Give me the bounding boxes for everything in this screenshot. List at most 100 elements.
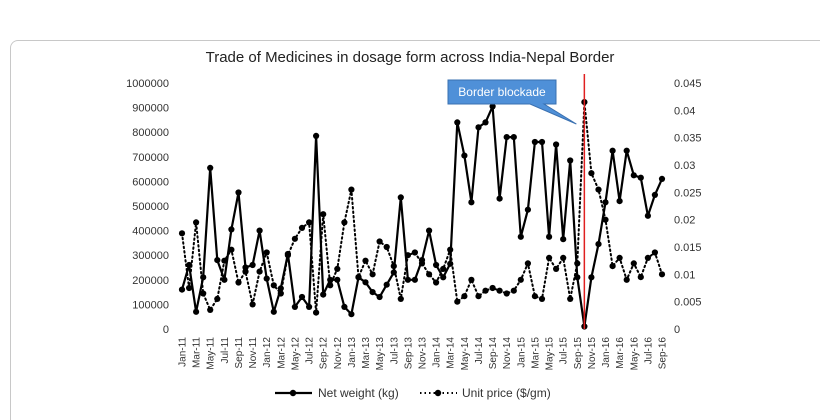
left-tick-label: 500000 [132, 201, 169, 213]
right-y-axis: 0 0.005 0.01 0.015 0.02 0.025 0.03 0.035 0.04 0.0… [674, 78, 702, 336]
x-tick-label: Nov-15 [587, 337, 598, 370]
legend-marker-unit-price [434, 389, 442, 397]
right-tick-label: 0.035 [674, 133, 702, 145]
unit-price-point [531, 293, 539, 300]
net-weight-point [348, 311, 355, 318]
net-weight-point [320, 291, 327, 298]
legend: Net weight (kg) Unit price ($/gm) [275, 386, 551, 400]
net-weight-point [588, 274, 595, 281]
net-weight-point [390, 269, 397, 276]
x-tick-label: Jan-14 [432, 337, 443, 368]
net-weight-point [256, 227, 263, 234]
right-tick-label: 0.03 [674, 160, 695, 172]
net-weight-point [489, 103, 496, 110]
x-tick-label: Sep-16 [658, 337, 669, 370]
unit-price-point [263, 249, 270, 256]
net-weight-point [376, 293, 383, 301]
net-weight-point [468, 199, 475, 206]
unit-price-point [200, 290, 207, 297]
unit-price-point [482, 287, 489, 294]
chart-frame [10, 40, 820, 420]
unit-price-point [214, 295, 221, 302]
net-weight-point [186, 261, 193, 269]
net-weight-point [228, 226, 235, 233]
unit-price-point [178, 230, 186, 237]
unit-price-point [270, 282, 277, 289]
x-tick-label: May-12 [290, 337, 301, 371]
unit-price-point [616, 254, 623, 261]
unit-price-point [383, 243, 390, 251]
unit-price-point [658, 271, 666, 278]
x-tick-label: Jan-15 [516, 337, 527, 368]
net-weight-point [637, 174, 644, 181]
net-weight-point [178, 286, 186, 293]
unit-price-point [595, 186, 602, 193]
net-weight-point [644, 212, 652, 219]
unit-price-point [376, 238, 383, 245]
left-tick-label: 800000 [132, 127, 169, 139]
net-weight-point [531, 138, 539, 146]
right-tick-label: 0.02 [674, 215, 695, 227]
net-weight-point [553, 141, 560, 148]
net-weight-point [567, 157, 574, 164]
x-tick-label: Sep-14 [488, 337, 499, 370]
left-tick-label: 100000 [132, 299, 169, 311]
left-tick-label: 700000 [132, 152, 169, 164]
net-weight-point [517, 233, 524, 240]
net-weight-point [560, 236, 567, 243]
net-weight-point [327, 276, 334, 283]
right-tick-label: 0.045 [674, 78, 702, 90]
unit-price-point [461, 293, 468, 300]
unit-price-point [306, 219, 313, 226]
unit-price-point [496, 287, 503, 294]
unit-price-point [433, 279, 440, 286]
x-tick-label: Nov-13 [418, 337, 429, 370]
x-tick-label: Sep-15 [573, 337, 584, 370]
net-weight-point [334, 276, 341, 283]
net-weight-point [538, 138, 546, 146]
right-tick-label: 0.015 [674, 242, 702, 254]
unit-price-point [313, 309, 320, 316]
right-tick-label: 0.025 [674, 187, 702, 199]
net-weight-point [284, 250, 291, 258]
unit-price-point [348, 186, 355, 193]
x-tick-label: Jan-12 [262, 337, 273, 368]
x-tick-label: Sep-13 [403, 337, 414, 370]
unit-price-point [426, 271, 433, 278]
net-weight-point [291, 303, 298, 310]
unit-price-point [609, 263, 616, 270]
net-weight-point [270, 308, 277, 315]
right-tick-label: 0.005 [674, 297, 702, 309]
net-weight-point [602, 199, 609, 206]
net-weight-point [221, 276, 228, 283]
x-tick-label: Mar-15 [530, 337, 541, 369]
net-weight-point [503, 134, 510, 141]
unit-price-point [475, 293, 482, 300]
net-weight-point [369, 289, 376, 296]
unit-price-point [651, 249, 659, 256]
x-axis: Jan-11 Mar-11 May-11 Jul-11 Sep-11 Nov-11 Jan-… [178, 337, 669, 371]
unit-price-point [298, 224, 306, 231]
net-weight-point [651, 191, 659, 198]
unit-price-point [538, 295, 546, 302]
unit-price-point [588, 170, 595, 177]
unit-price-point [644, 254, 652, 261]
x-tick-label: Jan-11 [178, 337, 189, 367]
x-tick-label: Jul-13 [389, 337, 400, 365]
x-tick-label: Jan-16 [601, 337, 612, 368]
unit-price-point [510, 287, 517, 294]
line-chart: Trade of Medicines in dosage form across… [126, 49, 702, 400]
x-tick-label: Mar-13 [361, 337, 372, 369]
net-weight-point [524, 206, 532, 213]
series-net-weight [178, 103, 666, 330]
x-tick-label: Mar-12 [276, 337, 287, 369]
x-tick-label: Mar-16 [615, 337, 626, 369]
left-tick-label: 0 [163, 324, 169, 336]
x-tick-label: Sep-11 [234, 337, 245, 369]
unit-price-point [440, 265, 447, 272]
unit-price-point [637, 274, 644, 281]
net-weight-point [207, 164, 214, 171]
net-weight-point [616, 198, 623, 205]
net-weight-point [355, 274, 362, 281]
unit-price-point [468, 276, 475, 283]
